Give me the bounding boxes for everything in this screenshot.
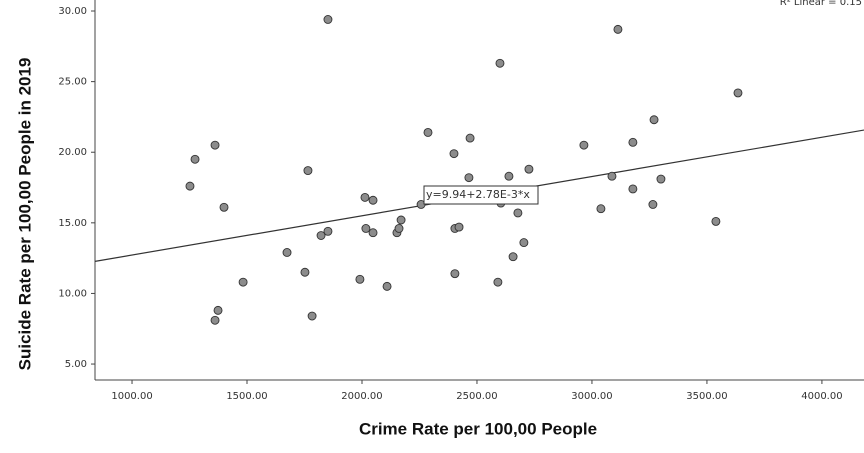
x-tick-label: 1500.00	[226, 391, 267, 402]
fit-label: y=9.94+2.78E-3*x	[426, 188, 530, 201]
point	[300, 267, 310, 277]
point	[282, 248, 292, 257]
point	[607, 171, 617, 181]
point	[495, 58, 505, 68]
y-tick-label: 30.00	[58, 6, 87, 17]
point	[213, 305, 223, 315]
y-axis-title: Suicide Rate per 100,00 People in 2019	[15, 58, 34, 371]
point	[394, 224, 404, 233]
point	[613, 24, 623, 34]
point	[368, 195, 378, 205]
point	[396, 215, 406, 225]
point	[628, 184, 638, 194]
point	[307, 311, 317, 321]
point	[323, 226, 333, 236]
r-squared: R² Linear = 0.15	[780, 0, 862, 8]
y-tick-label: 25.00	[58, 77, 87, 88]
point	[190, 154, 200, 164]
point	[238, 277, 248, 287]
x-tick-label: 3500.00	[686, 391, 727, 402]
point	[519, 238, 529, 248]
point	[423, 128, 433, 137]
point	[733, 88, 743, 98]
fit-label-box	[423, 185, 539, 205]
point	[648, 200, 658, 209]
y-tick-label: 20.00	[58, 147, 87, 158]
point	[465, 133, 475, 143]
x-tick-label: 1000.00	[111, 391, 152, 402]
x-tick-label: 2000.00	[341, 391, 382, 402]
point	[493, 277, 503, 287]
y-tick-label: 15.00	[58, 218, 87, 229]
y-tick-label: 5.00	[65, 359, 87, 370]
point	[368, 228, 378, 238]
point	[711, 216, 721, 226]
point	[513, 208, 523, 218]
point	[628, 137, 638, 147]
point	[504, 171, 514, 181]
point	[656, 174, 666, 184]
point	[450, 269, 460, 279]
point	[355, 274, 365, 284]
point	[185, 181, 195, 191]
point	[361, 224, 371, 233]
point	[219, 202, 229, 212]
point	[382, 281, 392, 291]
x-tick-label: 2500.00	[456, 391, 497, 402]
y-tick-label: 10.00	[58, 288, 87, 299]
point	[210, 315, 220, 325]
point	[508, 252, 518, 262]
x-tick-label: 3000.00	[571, 391, 612, 402]
point	[596, 204, 606, 214]
point	[454, 222, 464, 232]
point	[316, 231, 326, 240]
point	[464, 173, 474, 183]
point	[649, 115, 659, 125]
x-tick-label: 4000.00	[801, 391, 842, 402]
point	[524, 164, 534, 174]
point	[323, 15, 333, 24]
point	[449, 149, 459, 159]
x-axis-title: Crime Rate per 100,00 People	[359, 419, 597, 438]
point	[210, 140, 220, 150]
point	[303, 166, 313, 176]
point	[360, 192, 370, 202]
point	[579, 140, 589, 150]
